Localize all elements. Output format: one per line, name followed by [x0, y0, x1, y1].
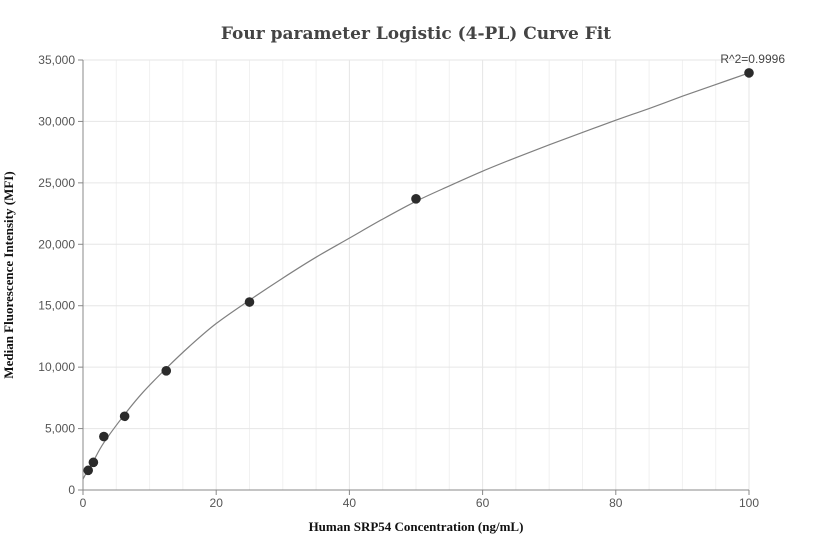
y-tick-label: 10,000	[38, 360, 75, 374]
y-tick-label: 15,000	[38, 299, 75, 313]
data-point	[244, 297, 255, 307]
data-point	[88, 457, 99, 468]
r-squared-annotation: R^2=0.9996	[720, 52, 785, 66]
x-tick-label: 0	[80, 496, 87, 510]
y-tick-label: 25,000	[38, 176, 75, 190]
x-tick-label: 40	[343, 496, 357, 510]
y-tick-label: 0	[68, 483, 75, 497]
grid	[83, 59, 750, 490]
x-tick-label: 60	[476, 496, 490, 510]
data-point	[744, 68, 754, 78]
x-axis-label: Human SRP54 Concentration (ng/mL)	[309, 519, 524, 534]
y-tick-label: 5,000	[45, 422, 75, 436]
y-tick-label: 30,000	[38, 114, 75, 128]
y-axis-label: Median Fluorescence Intensity (MFI)	[1, 171, 16, 378]
x-tick-label: 80	[609, 496, 623, 510]
x-tick-label: 100	[739, 496, 759, 510]
data-point	[411, 194, 421, 204]
data-point	[83, 465, 93, 476]
data-point	[99, 431, 109, 442]
y-tick-label: 20,000	[38, 237, 75, 251]
chart-title: Four parameter Logistic (4-PL) Curve Fit	[221, 24, 611, 44]
x-tick-label: 20	[210, 496, 224, 510]
data-point	[161, 366, 172, 376]
y-tick-label: 35,000	[38, 53, 75, 67]
data-points	[83, 68, 754, 476]
data-point	[119, 411, 130, 422]
axes: 0 20 40 60 80 100 0 5,000 10,000 15,000 20,000 25,0…	[38, 53, 759, 510]
